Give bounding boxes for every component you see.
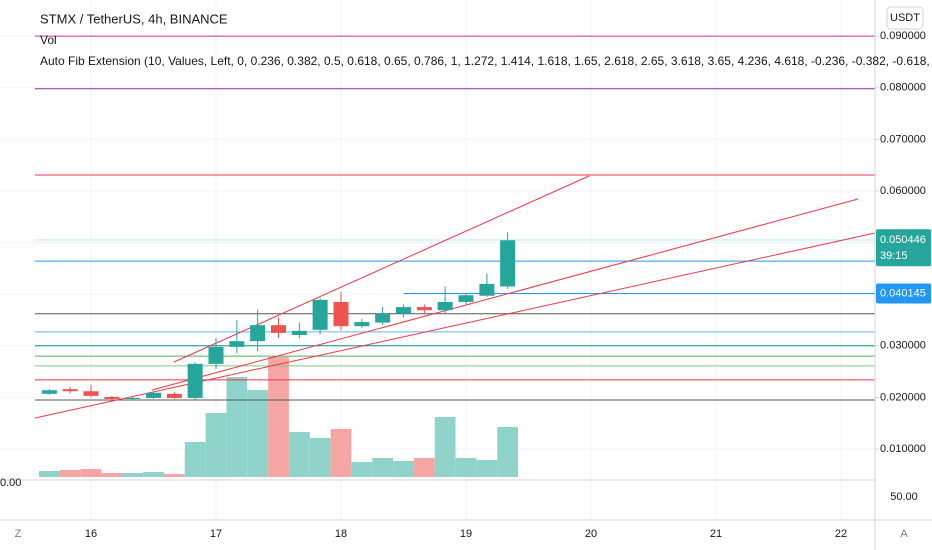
y-tick-label: 0.080000 <box>880 82 926 94</box>
candle-body <box>250 325 266 342</box>
level-label-bg <box>876 283 931 304</box>
x-tick-label: 16 <box>85 528 97 540</box>
volume-bar <box>330 429 352 477</box>
volume-bar <box>205 413 227 477</box>
price-label: 0.050446 <box>880 234 926 246</box>
axes: 0.0100000.0200000.0300000.0400000.050000… <box>85 30 931 540</box>
countdown: 39:15 <box>880 250 908 262</box>
y-tick-label: 0.090000 <box>880 30 926 42</box>
candle-body <box>271 325 286 333</box>
volume-bar <box>164 474 185 477</box>
candle-body <box>354 322 370 327</box>
candle-body <box>41 390 57 394</box>
x-tick-label: 22 <box>835 528 847 540</box>
y-tick-label: 0.070000 <box>880 133 926 145</box>
candle-body <box>291 330 307 335</box>
auto-button[interactable]: A <box>900 528 908 540</box>
candle-body <box>166 393 182 398</box>
candle-body <box>187 363 203 398</box>
level-label: 0.040145 <box>880 287 926 299</box>
candle-body <box>458 295 474 302</box>
candle-body <box>396 307 411 314</box>
volume-bar <box>247 390 268 477</box>
candle-body <box>416 307 432 311</box>
volume-bar <box>414 458 435 477</box>
x-tick-label: 19 <box>460 528 472 540</box>
volume-bar <box>226 377 248 477</box>
volume-bar <box>268 357 289 477</box>
x-tick-label: 18 <box>335 528 347 540</box>
trend-lines <box>34 175 876 419</box>
volume-bar <box>39 471 60 477</box>
volume-bar <box>393 461 414 477</box>
volume-bar <box>59 470 81 477</box>
fib-levels <box>35 35 875 401</box>
candle-body <box>146 392 161 398</box>
volume-bar <box>434 417 456 477</box>
x-tick-label: 17 <box>210 528 222 540</box>
currency-button[interactable] <box>886 6 924 30</box>
y-tick-label: 0.020000 <box>880 391 926 403</box>
currency[interactable]: USDT <box>890 12 920 24</box>
price-label-bg <box>876 229 931 267</box>
candle-body <box>125 397 141 399</box>
volume-bar <box>476 460 498 477</box>
y-tick-label: 0.060000 <box>880 185 926 197</box>
chart-title: STMX / TetherUS, 4h, BINANCE <box>40 11 228 26</box>
volume-bar <box>372 458 393 477</box>
candle-body <box>104 396 120 399</box>
volume-bar <box>184 442 206 477</box>
candle-body <box>62 389 78 392</box>
trend-line <box>34 232 876 419</box>
pane2-label: 0.00 <box>0 477 21 489</box>
candle-body <box>375 313 391 323</box>
volume <box>39 357 518 477</box>
indicator-label: Vol <box>40 33 57 47</box>
zoom-button[interactable]: Z <box>15 528 22 540</box>
candle-body <box>479 283 495 296</box>
x-tick-label: 20 <box>585 528 597 540</box>
volume-bar <box>80 469 102 477</box>
volume-bar <box>497 427 518 477</box>
candle-body <box>229 341 245 347</box>
x-tick-label: 21 <box>710 528 722 540</box>
candle-body <box>83 391 99 396</box>
candle-body <box>312 299 328 330</box>
volume-bar <box>101 473 123 477</box>
volume-bar <box>455 458 477 477</box>
candle-body <box>333 301 349 327</box>
trend-line <box>151 198 859 391</box>
volume-bar <box>351 462 373 477</box>
volume-bar <box>143 472 164 477</box>
pane2-label: 50.00 <box>890 491 918 503</box>
indicator-label: Auto Fib Extension (10, Values, Left, 0,… <box>40 54 932 68</box>
candle-body <box>500 240 516 287</box>
trend-line <box>173 175 590 363</box>
y-tick-label: 0.030000 <box>880 340 926 352</box>
candle-body <box>437 301 453 311</box>
y-tick-label: 0.010000 <box>880 443 926 455</box>
volume-bar <box>289 432 310 477</box>
volume-bar <box>122 473 143 477</box>
volume-bar <box>309 438 331 477</box>
candle-body <box>208 346 224 364</box>
candles <box>41 232 516 400</box>
